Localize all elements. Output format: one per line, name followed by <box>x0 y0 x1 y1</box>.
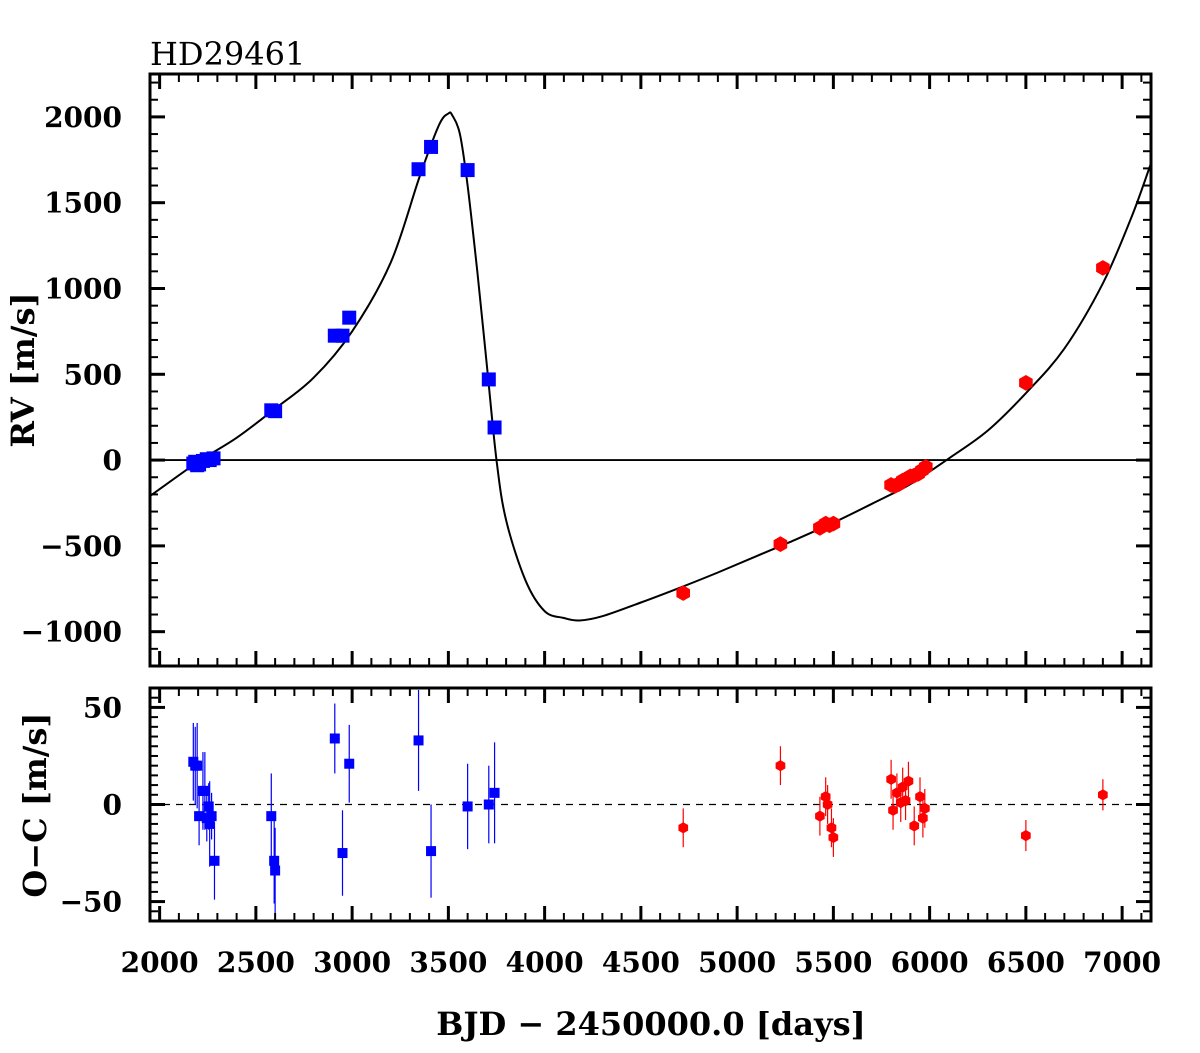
rv-point-blue <box>424 139 439 154</box>
x-tick-label: 4500 <box>602 946 680 979</box>
residual-y-tick-label: −50 <box>60 886 122 919</box>
residual-point-blue <box>270 865 281 876</box>
rv-y-tick-label: 1000 <box>44 272 122 305</box>
rv-plot-area <box>150 111 1151 622</box>
rv-point-blue <box>481 372 496 387</box>
rv-y-tick-label: 2000 <box>44 101 122 134</box>
rv-point-red <box>826 515 841 532</box>
x-tick-label: 7000 <box>1083 946 1161 979</box>
rv-y-tick-label: 0 <box>103 444 122 477</box>
residual-point-red <box>1021 830 1031 842</box>
residual-panel-frame <box>148 686 1153 923</box>
rv-y-tick-label: 1500 <box>44 187 122 220</box>
rv-point-blue <box>268 404 283 419</box>
axis-ticks <box>150 74 1151 921</box>
residual-plot-area <box>150 689 1151 914</box>
x-tick-label: 3000 <box>313 946 391 979</box>
residual-point-blue <box>266 811 277 822</box>
residual-point-blue <box>192 760 203 771</box>
x-axis-label: BJD − 2450000.0 [days] <box>436 1005 865 1043</box>
residual-point-blue <box>483 799 494 810</box>
x-tick-label: 2500 <box>217 946 295 979</box>
residual-point-blue <box>269 855 280 866</box>
rv-point-blue <box>460 163 475 178</box>
x-tick-label: 2000 <box>121 946 199 979</box>
residual-point-blue <box>344 758 355 769</box>
residual-point-blue <box>203 801 214 812</box>
rv-point-red <box>1019 375 1033 391</box>
residual-data-points <box>188 689 1108 914</box>
rv-data-points <box>186 139 1110 601</box>
rv-point-blue <box>487 420 502 435</box>
x-tick-label: 5000 <box>698 946 776 979</box>
residual-point-blue <box>206 811 217 822</box>
rv-panel-frame <box>148 72 1153 668</box>
rv-point-blue <box>206 451 221 466</box>
residual-point-blue <box>194 811 205 822</box>
residual-point-red <box>909 820 920 832</box>
residual-point-blue <box>489 787 500 798</box>
rv-point-red <box>919 459 933 475</box>
residual-y-tick-label: 0 <box>103 789 122 822</box>
rv-point-red <box>1096 260 1110 276</box>
rv-y-axis-label: RV [m/s] <box>4 292 42 447</box>
rv-point-blue <box>335 328 350 343</box>
x-tick-label: 3500 <box>409 946 487 979</box>
residual-point-blue <box>462 801 473 812</box>
residual-point-red <box>888 804 898 816</box>
residual-point-blue <box>426 846 437 857</box>
x-tick-label: 6500 <box>987 946 1065 979</box>
rv-point-red <box>773 536 788 552</box>
residual-point-red <box>886 773 896 785</box>
residual-point-red <box>920 802 930 814</box>
chart-title: HD29461 <box>150 35 305 73</box>
rv-point-red <box>676 585 690 601</box>
residual-point-blue <box>337 848 348 859</box>
residual-point-red <box>903 775 914 787</box>
tick-labels: 2000 2500 3000 3500 4000 4500 5000 5500 6000 6500… <box>21 101 1161 979</box>
rv-y-tick-label: 500 <box>64 358 122 391</box>
rv-model-curve <box>150 111 1151 622</box>
residual-point-blue <box>209 855 220 866</box>
rv-y-tick-label: −500 <box>40 530 122 563</box>
x-tick-label: 4000 <box>506 946 584 979</box>
residual-point-red <box>822 798 833 811</box>
x-tick-label: 6000 <box>891 946 969 979</box>
residual-point-blue <box>199 785 210 796</box>
residual-point-red <box>828 831 839 844</box>
residual-y-axis-label: O−C [m/s] <box>16 712 54 897</box>
rv-y-tick-label: −1000 <box>21 616 122 649</box>
residual-point-red <box>815 810 825 822</box>
x-tick-label: 5500 <box>794 946 872 979</box>
rv-point-blue <box>342 310 357 325</box>
residual-point-red <box>775 760 786 772</box>
residual-point-blue <box>413 735 424 746</box>
rv-point-blue <box>411 162 426 177</box>
residual-point-red <box>1098 789 1108 801</box>
residual-point-red <box>678 822 689 834</box>
residual-point-blue <box>329 733 340 744</box>
residual-point-blue <box>204 818 215 829</box>
residual-y-tick-label: 50 <box>83 691 122 724</box>
